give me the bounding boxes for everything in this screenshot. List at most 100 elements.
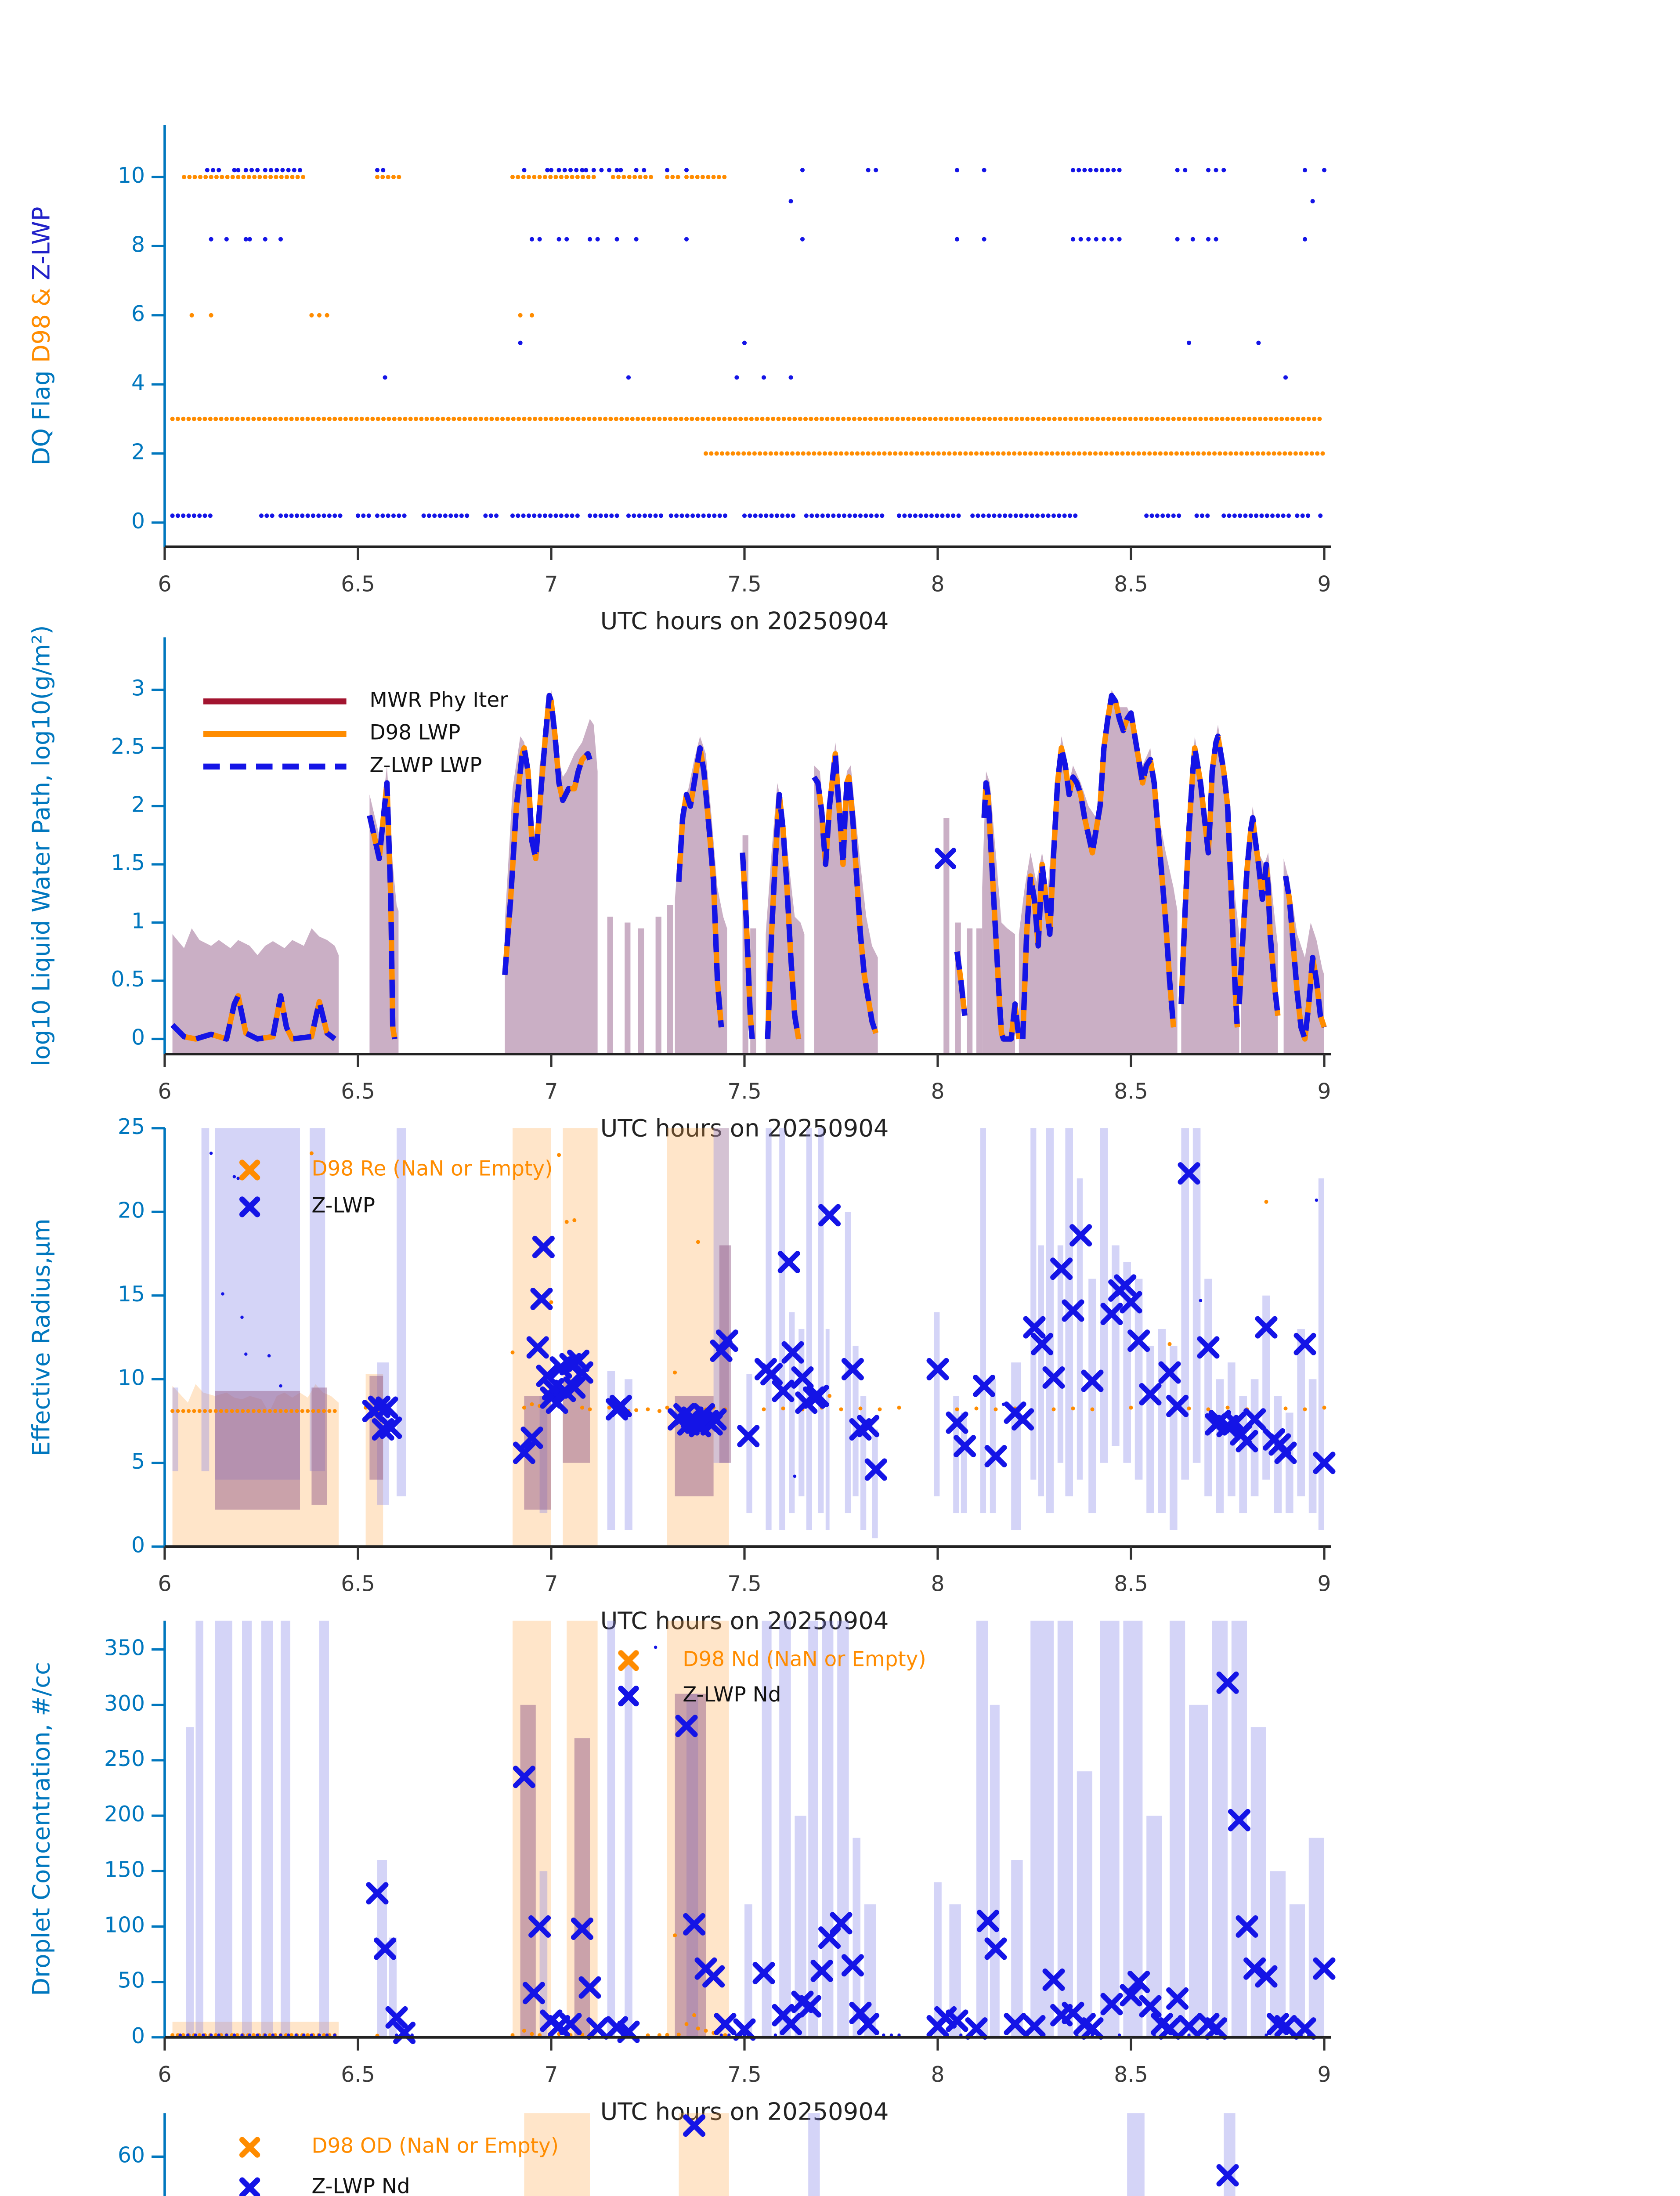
data-dot [684, 174, 689, 180]
data-dot [1071, 451, 1076, 456]
data-dot [468, 416, 473, 421]
data-dot [1193, 416, 1198, 421]
y-tick-label: 200 [104, 1802, 145, 1827]
data-dot [773, 2033, 777, 2037]
band [1146, 1346, 1154, 1513]
data-dot [1248, 513, 1253, 518]
data-xmark [526, 1336, 549, 1359]
data-dot [203, 1409, 207, 1413]
series-zlwp-nd [366, 1671, 1336, 2044]
data-xmark [1158, 2017, 1181, 2040]
data-dot [310, 2033, 314, 2037]
data-dot [1264, 1199, 1268, 1204]
data-dot [752, 451, 757, 456]
data-dot [542, 513, 547, 518]
data-dot [787, 416, 792, 421]
data-dot [1209, 416, 1214, 421]
data-xmark [984, 1937, 1007, 1960]
band [1274, 1396, 1282, 1513]
data-dot [896, 513, 902, 518]
band [520, 1705, 536, 2037]
band [667, 905, 673, 1053]
data-dot [1225, 1405, 1230, 1410]
data-dot [653, 513, 658, 518]
data-line [1020, 693, 1176, 1039]
data-dot [780, 513, 785, 518]
data-dot [235, 1409, 239, 1413]
data-dot [1052, 416, 1057, 421]
data-dot [1190, 237, 1195, 242]
data-xmark [806, 1384, 829, 1407]
data-dot [700, 174, 705, 180]
data-dot [1238, 513, 1243, 518]
data-dot [240, 1315, 244, 1319]
data-xmark [733, 2018, 756, 2041]
band [215, 1391, 300, 1510]
series-d98-flag-6 [189, 313, 535, 318]
data-dot [305, 416, 310, 421]
legend-label: D98 Nd (NaN or Empty) [683, 1647, 926, 1671]
data-dot [852, 416, 856, 421]
data-dot [857, 416, 862, 421]
panel-droplet-concentration: 0 50 100 150 200 250 300 350 6 6.5 7 7.5 8 8.5 9 UTC ho… [28, 1621, 1336, 2125]
data-dot [592, 416, 597, 421]
data-xmark [1166, 1987, 1189, 2010]
data-dot [1277, 451, 1282, 456]
data-dot [359, 416, 364, 421]
data-dot [1147, 451, 1152, 456]
data-dot [657, 1409, 661, 1413]
data-dot [928, 416, 932, 421]
data-dot [249, 168, 254, 173]
data-dot [571, 416, 575, 421]
y-tick-label: 2.5 [111, 734, 145, 759]
band [625, 1660, 632, 2037]
data-dot [325, 313, 329, 318]
data-dot [327, 513, 332, 518]
data-dot [224, 237, 229, 242]
data-dot [679, 416, 683, 421]
data-dot [219, 416, 224, 421]
x-tick-label: 7.5 [727, 2062, 762, 2087]
data-dot [1035, 513, 1040, 518]
data-dot [1017, 451, 1022, 456]
data-dot [311, 416, 315, 421]
data-dot [744, 416, 748, 421]
band [967, 928, 973, 1053]
data-dot [1106, 416, 1111, 421]
data-dot [890, 416, 895, 421]
band [1057, 1245, 1064, 1463]
data-dot [1177, 513, 1181, 518]
data-dot [704, 2029, 708, 2033]
data-dot [942, 451, 947, 456]
data-dot [1073, 416, 1079, 421]
data-dot [537, 237, 542, 242]
data-dot [917, 416, 921, 421]
data-dot [878, 1407, 882, 1412]
band [990, 1379, 996, 1513]
data-dot [1228, 451, 1233, 456]
data-dot [268, 168, 274, 173]
series-d98-flag-10 [181, 174, 727, 180]
x-tick-label: 9 [1317, 1079, 1331, 1104]
data-dot [194, 2033, 198, 2037]
data-dot [626, 375, 631, 380]
data-dot [1094, 168, 1098, 173]
band [675, 1694, 706, 2037]
data-dot [1111, 168, 1116, 173]
data-dot [1288, 451, 1293, 456]
data-dot [574, 168, 579, 173]
band [825, 1329, 830, 1530]
data-dot [386, 174, 390, 180]
data-dot [695, 174, 700, 180]
data-dot [246, 416, 251, 421]
data-dot [722, 416, 727, 421]
data-dot [914, 451, 919, 456]
data-dot [248, 2033, 252, 2037]
band [1192, 1128, 1201, 1463]
data-dot [209, 237, 213, 242]
data-dot [774, 513, 779, 518]
data-dot [603, 416, 608, 421]
band [1123, 1262, 1131, 1463]
data-dot [1231, 416, 1236, 421]
data-dot [982, 168, 986, 173]
